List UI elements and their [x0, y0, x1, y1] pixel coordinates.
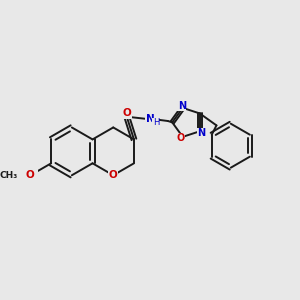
- Text: N: N: [146, 114, 154, 124]
- Text: N: N: [197, 128, 205, 139]
- Text: CH₃: CH₃: [0, 171, 17, 180]
- Text: O: O: [109, 170, 118, 180]
- Text: H: H: [153, 118, 159, 127]
- Text: O: O: [176, 133, 185, 143]
- Text: O: O: [122, 108, 131, 118]
- Text: O: O: [26, 170, 34, 180]
- Text: N: N: [178, 101, 186, 111]
